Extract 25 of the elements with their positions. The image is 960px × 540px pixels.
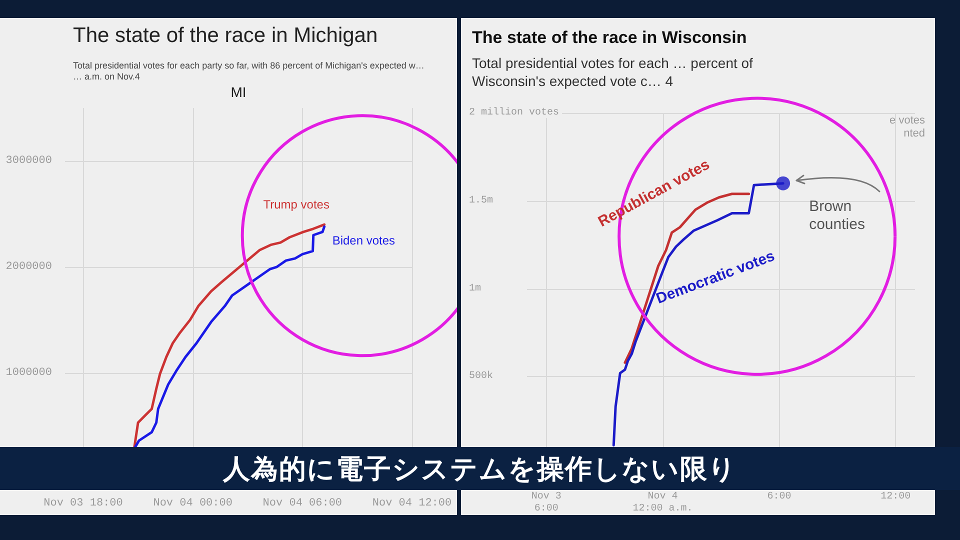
x-tick-label: Nov 04 00:00 [153, 498, 232, 510]
chart-title: The state of the race in Michigan [73, 24, 378, 47]
y-tick-label: 1.5m [469, 195, 494, 206]
x-tick-label: Nov 04 12:00 [372, 498, 452, 510]
series-label: Biden votes [332, 234, 396, 248]
chart-title: The state of the race in Wisconsin [472, 28, 747, 47]
y-tick-label: 1000000 [6, 366, 52, 379]
text: 人為的に電子システムを操作しない限り [223, 452, 737, 486]
y-tick-label: 3000000 [6, 154, 52, 167]
x-tick-label: Nov 4 12:00 a.m. [632, 492, 693, 514]
y-tick-label: 500k [469, 370, 494, 382]
series-label: Trump votes [263, 198, 330, 212]
x-tick-label: 6:00 [767, 492, 792, 502]
x-tick-label: 12:00 [880, 492, 911, 502]
chart-subtitle: Total presidential votes for each party so far, with 86 percent of Michigan's expected w… … a.m. on Nov.4 [73, 60, 424, 82]
text: MI [230, 84, 246, 100]
x-tick-label: Nov 04 06:00 [262, 498, 342, 510]
annotation: e votes nted [890, 114, 926, 140]
y-tick-label: 2 million votes [469, 106, 560, 118]
annotation: Brown counties [809, 198, 865, 233]
x-tick-label: Nov 03 18:00 [44, 498, 123, 510]
x-tick-label: Nov 3 6:00 [531, 492, 562, 514]
y-tick-label: 2000000 [6, 260, 52, 273]
chart-subtitle: Total presidential votes for each … percent of Wisconsin's expected vote c… 4 [472, 55, 754, 89]
y-tick-label: 1m [469, 283, 482, 294]
